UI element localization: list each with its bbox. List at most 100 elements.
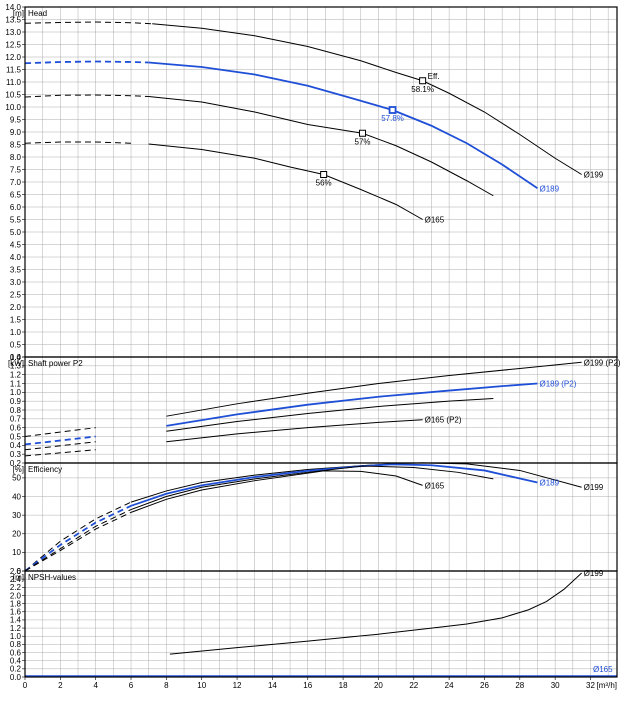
curve-efficiency-0: [130, 462, 582, 503]
panel-title-power: Shaft power P2: [28, 359, 83, 368]
y-tick-label: 10.0: [5, 103, 21, 112]
y-tick-label: 9.5: [10, 115, 22, 124]
x-tick-label: 28: [515, 681, 524, 690]
efficiency-marker: [320, 171, 328, 178]
y-tick-label: 10: [12, 548, 21, 557]
series-label: Ø165 (P2): [425, 416, 462, 425]
panel-frame-npsh: [24, 570, 618, 678]
efficiency-marker-label: 56%: [316, 179, 332, 188]
y-tick-label: 6.0: [10, 203, 22, 212]
efficiency-annotation: Eff.: [428, 72, 440, 81]
curve-head-1: [148, 61, 538, 189]
y-tick-label: 0.6: [10, 648, 22, 657]
curve-dashed-power-2: [24, 441, 96, 451]
y-tick-label: 12.0: [5, 53, 21, 62]
series-label: Ø165: [425, 216, 445, 225]
y-tick-label: 2.4: [10, 575, 22, 584]
curve-dashed-efficiency-1: [24, 505, 132, 572]
frame-layer: [24, 6, 618, 678]
y-tick-label: 1.0: [10, 632, 22, 641]
curve-dashed-head-3: [24, 141, 132, 144]
y-tick-label: 0.0: [10, 353, 22, 362]
panel-title-head: Head: [28, 9, 47, 18]
panel-title-npsh: NPSH-values: [28, 573, 76, 582]
curve-head-3: [148, 143, 423, 220]
curve-dashed-efficiency-3: [24, 511, 132, 572]
curve-dashed-efficiency-2: [24, 509, 132, 572]
y-tick-label: 0.2: [10, 665, 22, 674]
y-tick-label: 2.0: [10, 303, 22, 312]
x-tick-label: 12: [233, 681, 242, 690]
curve-dashed-head-0: [24, 21, 153, 25]
y-tick-label: 50: [12, 474, 21, 483]
y-tick-label: 0.3: [10, 450, 22, 459]
y-tick-label: 1.6: [10, 608, 22, 617]
curve-efficiency-1: [130, 463, 538, 507]
x-tick-label: 30: [551, 681, 560, 690]
curve-dashed-power-0: [24, 427, 96, 437]
curve-efficiency-3: [130, 470, 423, 513]
y-tick-label: 1.8: [10, 599, 22, 608]
y-tick-label: 5.5: [10, 215, 22, 224]
curve-layer: [24, 21, 617, 678]
efficiency-marker: [359, 129, 367, 137]
y-tick-label: 0.5: [10, 432, 22, 441]
y-tick-label: 9.0: [10, 128, 22, 137]
curve-power-1: [166, 382, 538, 427]
x-tick-label: 20: [374, 681, 383, 690]
curve-npsh-0: [169, 572, 582, 655]
y-tick-label: 30: [12, 511, 21, 520]
curve-power-3: [166, 419, 423, 443]
y-tick-label: 0.2: [10, 459, 22, 468]
series-label: Ø165: [593, 665, 613, 674]
y-tick-label: 0.8: [10, 640, 22, 649]
x-tick-label: 22: [409, 681, 418, 690]
y-tick-label: 1.5: [10, 315, 22, 324]
y-tick-label: 7.0: [10, 178, 22, 187]
y-tick-label: 6.5: [10, 190, 22, 199]
y-tick-label: 2.5: [10, 290, 22, 299]
panel-unit-power: [kW]: [8, 359, 24, 368]
y-tick-label: 8.5: [10, 140, 22, 149]
curve-power-2: [166, 398, 494, 432]
x-tick-label: 4: [93, 681, 98, 690]
efficiency-marker-label: 58.1%: [411, 85, 434, 94]
series-label: Ø165: [425, 481, 445, 490]
y-tick-label: 3.0: [10, 278, 22, 287]
y-tick-label: 1.0: [10, 388, 22, 397]
x-tick-label: 2: [58, 681, 63, 690]
y-tick-label: 0.5: [10, 340, 22, 349]
y-tick-label: 1.4: [10, 616, 22, 625]
x-tick-label: 14: [268, 681, 277, 690]
y-tick-label: 0.9: [10, 397, 22, 406]
x-tick-label: 10: [197, 681, 206, 690]
series-label: Ø189 (P2): [539, 380, 576, 389]
y-tick-label: 10.5: [5, 90, 21, 99]
y-tick-label: 13.5: [5, 15, 21, 24]
series-label: Ø199: [584, 569, 604, 578]
y-tick-label: 11.5: [6, 65, 22, 74]
series-label: Ø199: [584, 171, 604, 180]
y-tick-label: 2.6: [10, 567, 22, 576]
y-tick-label: 20: [12, 530, 21, 539]
y-tick-label: 0.6: [10, 423, 22, 432]
y-tick-label: 5.0: [10, 228, 22, 237]
x-tick-label: 24: [445, 681, 454, 690]
x-tick-label: 8: [164, 681, 169, 690]
curve-efficiency-2: [130, 465, 494, 511]
y-tick-label: 1.4: [10, 353, 22, 362]
series-label: Ø199 (P2): [584, 358, 621, 367]
y-tick-label: 0.0: [10, 673, 22, 682]
efficiency-marker-label: 57.8%: [381, 114, 404, 123]
curve-dashed-power-3: [24, 449, 96, 457]
y-tick-label: 1.2: [10, 370, 22, 379]
curve-head-0: [152, 23, 582, 175]
curve-dashed-power-1: [24, 435, 96, 446]
x-tick-label: 32: [586, 681, 595, 690]
efficiency-marker: [388, 106, 397, 114]
curve-dashed-efficiency-0: [24, 501, 132, 572]
y-tick-label: 14.0: [5, 3, 21, 12]
grid-layer: [22, 6, 617, 680]
y-tick-label: 11.0: [6, 78, 22, 87]
